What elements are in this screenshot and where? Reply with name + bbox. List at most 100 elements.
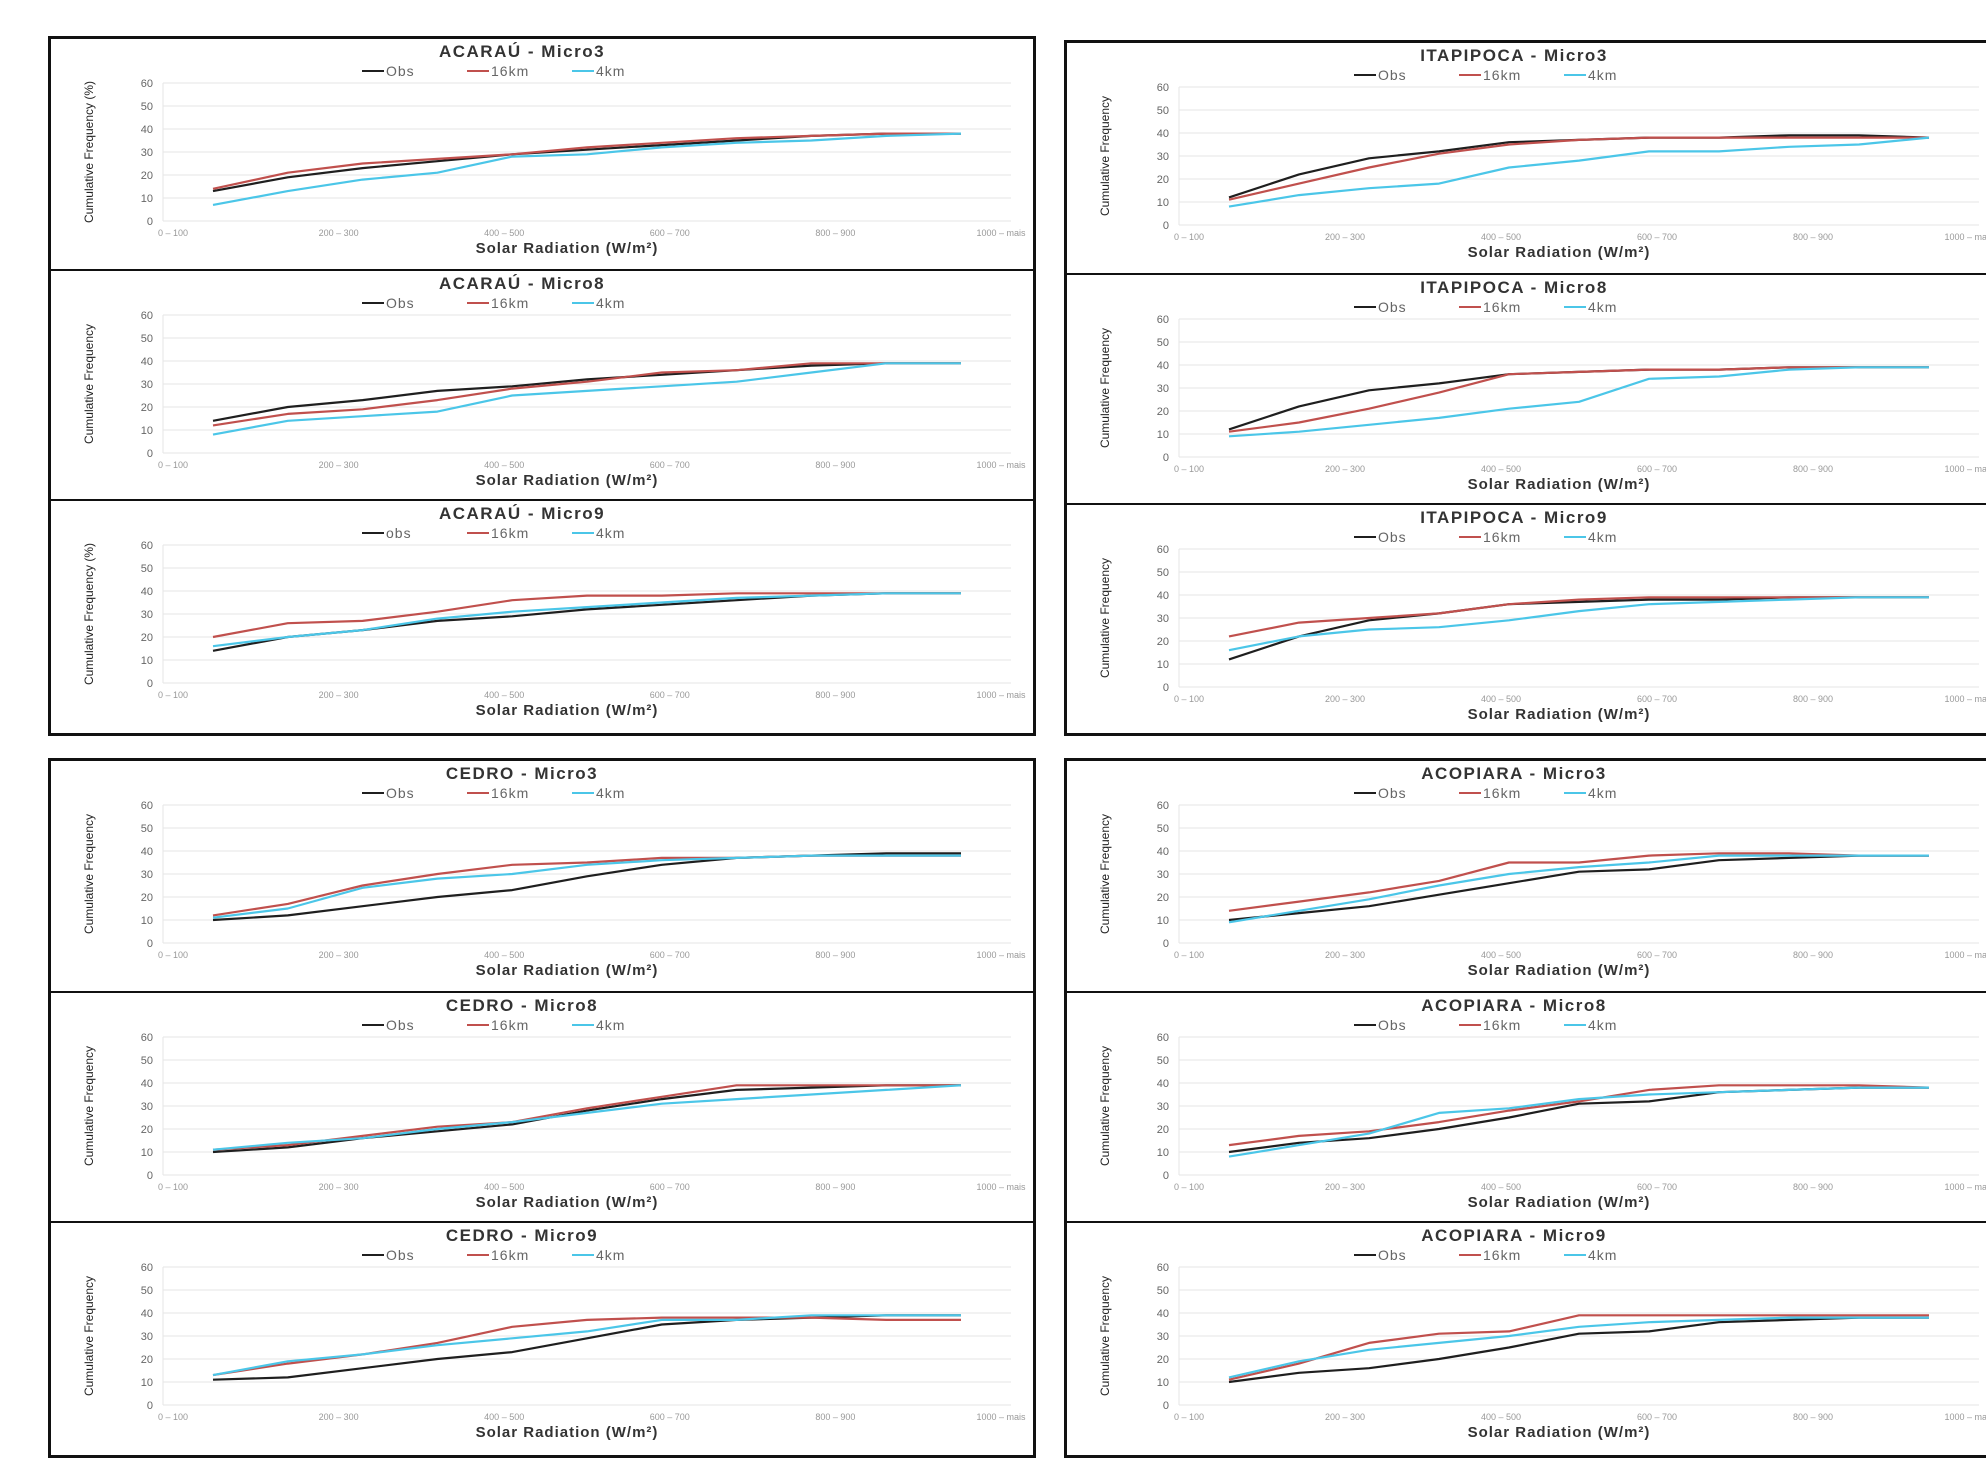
legend-label: 16km <box>491 525 529 541</box>
x-tick-label: 800 – 900 <box>815 690 855 700</box>
x-tick-label: 1000 – mais <box>1944 694 1986 704</box>
x-tick-label: 600 – 700 <box>1637 232 1677 242</box>
series-line-obs <box>212 132 961 193</box>
series-line-16km <box>1228 1084 1930 1147</box>
y-axis-title: Cumulative Frequency <box>1098 96 1112 216</box>
chart-title: CEDRO - Micro9 <box>446 1226 598 1245</box>
x-tick-label: 600 – 700 <box>650 228 690 238</box>
x-tick-label: 0 – 100 <box>1174 694 1204 704</box>
legend: Obs 16km 4km <box>1354 1017 1616 1033</box>
y-tick-label: 0 <box>1163 1170 1169 1182</box>
y-tick-label: 10 <box>141 1147 153 1159</box>
chart-panel: ACARAÚ - Micro3 Obs 16km 4km 0 10 20 30 40 50 60 0 … <box>51 39 1033 269</box>
y-tick-label: 20 <box>1157 1124 1169 1136</box>
line-chart: ITAPIPOCA - Micro8 Obs 16km 4km 0 10 20 30 40 50 6… <box>1098 278 1986 493</box>
legend-label: Obs <box>1378 1017 1407 1033</box>
y-tick-label: 30 <box>1157 869 1169 881</box>
legend: Obs 16km 4km <box>1354 299 1616 315</box>
y-tick-label: 50 <box>141 101 153 113</box>
series-line-4km <box>212 132 962 206</box>
series-line-obs <box>1228 1316 1929 1384</box>
y-tick-label: 30 <box>1157 1101 1169 1113</box>
x-tick-label: 0 – 100 <box>1174 464 1204 474</box>
x-tick-label: 1000 – mais <box>1944 1182 1986 1192</box>
y-tick-label: 50 <box>1157 1055 1169 1067</box>
x-tick-label: 200 – 300 <box>319 690 359 700</box>
y-tick-label: 50 <box>141 1055 153 1067</box>
chart-title: ACOPIARA - Micro3 <box>1421 764 1606 783</box>
chart-panel: ITAPIPOCA - Micro9 Obs 16km 4km 0 10 20 30 40 50 6… <box>1067 503 1986 735</box>
y-tick-label: 10 <box>141 1377 153 1389</box>
y-tick-label: 50 <box>141 823 153 835</box>
line-chart: ITAPIPOCA - Micro3 Obs 16km 4km 0 10 20 30 40 50 6… <box>1098 46 1986 261</box>
y-tick-label: 0 <box>147 1170 153 1182</box>
y-tick-label: 10 <box>141 915 153 927</box>
x-tick-label: 600 – 700 <box>650 460 690 470</box>
series-line-16km <box>212 1316 961 1377</box>
y-axis-title: Cumulative Frequency <box>1098 558 1112 678</box>
legend-label: Obs <box>386 1247 415 1263</box>
line-chart: ACOPIARA - Micro9 Obs 16km 4km 0 10 20 30 40 50 60… <box>1098 1226 1986 1441</box>
x-axis-title: Solar Radiation (W/m²) <box>476 472 659 489</box>
series-line-4km <box>1228 366 1929 438</box>
series-line-16km <box>1228 596 1929 638</box>
y-tick-label: 20 <box>1157 1354 1169 1366</box>
series-line-obs <box>212 1314 961 1381</box>
x-tick-label: 400 – 500 <box>484 460 524 470</box>
x-tick-label: 400 – 500 <box>1481 1182 1521 1192</box>
series-line-4km <box>212 592 961 648</box>
x-tick-label: 0 – 100 <box>158 460 188 470</box>
series-line-4km <box>1228 1316 1929 1379</box>
legend-label: Obs <box>1378 529 1407 545</box>
y-tick-label: 30 <box>141 147 153 159</box>
chart-title: ACARAÚ - Micro3 <box>439 42 605 61</box>
legend-label: Obs <box>1378 299 1407 315</box>
x-tick-label: 200 – 300 <box>319 950 359 960</box>
x-tick-label: 600 – 700 <box>1637 1182 1677 1192</box>
legend-label: Obs <box>1378 67 1407 83</box>
legend-label: 4km <box>596 525 625 541</box>
y-tick-label: 60 <box>141 78 153 90</box>
series-line-obs <box>1228 366 1929 431</box>
y-tick-label: 40 <box>141 1308 153 1320</box>
x-tick-label: 200 – 300 <box>1325 232 1365 242</box>
legend-label: 16km <box>491 63 529 79</box>
y-tick-label: 30 <box>141 869 153 881</box>
x-tick-label: 800 – 900 <box>815 1182 855 1192</box>
legend-label: Obs <box>386 785 415 801</box>
y-tick-label: 60 <box>1157 800 1169 812</box>
x-tick-label: 600 – 700 <box>650 950 690 960</box>
y-tick-label: 60 <box>1157 1262 1169 1274</box>
y-tick-label: 60 <box>141 1262 153 1274</box>
y-tick-label: 50 <box>1157 567 1169 579</box>
legend: obs 16km 4km <box>362 525 625 541</box>
y-tick-label: 20 <box>1157 892 1169 904</box>
y-tick-label: 10 <box>1157 429 1169 441</box>
y-tick-label: 20 <box>1157 174 1169 186</box>
x-axis-title: Solar Radiation (W/m²) <box>1468 706 1651 723</box>
chart-panel: ACOPIARA - Micro8 Obs 16km 4km 0 10 20 30 40 50 60… <box>1067 991 1986 1223</box>
line-chart: ITAPIPOCA - Micro9 Obs 16km 4km 0 10 20 30 40 50 6… <box>1098 508 1986 723</box>
x-tick-label: 200 – 300 <box>1325 1182 1365 1192</box>
x-tick-label: 1000 – mais <box>1944 232 1986 242</box>
y-tick-label: 10 <box>141 655 153 667</box>
y-tick-label: 20 <box>141 170 153 182</box>
y-axis-title: Cumulative Frequency (%) <box>82 81 96 223</box>
y-tick-label: 20 <box>141 402 153 414</box>
x-tick-label: 800 – 900 <box>1793 1412 1833 1422</box>
series-line-4km <box>1228 854 1929 924</box>
y-tick-label: 60 <box>141 310 153 322</box>
y-tick-label: 0 <box>1163 938 1169 950</box>
x-tick-label: 400 – 500 <box>1481 1412 1521 1422</box>
y-tick-label: 40 <box>1157 1308 1169 1320</box>
legend-label: 16km <box>1483 299 1521 315</box>
x-tick-label: 0 – 100 <box>158 690 188 700</box>
x-tick-label: 400 – 500 <box>1481 694 1521 704</box>
x-tick-label: 1000 – mais <box>976 1182 1026 1192</box>
y-tick-label: 60 <box>1157 82 1169 94</box>
x-tick-label: 400 – 500 <box>1481 464 1521 474</box>
x-tick-label: 600 – 700 <box>650 690 690 700</box>
